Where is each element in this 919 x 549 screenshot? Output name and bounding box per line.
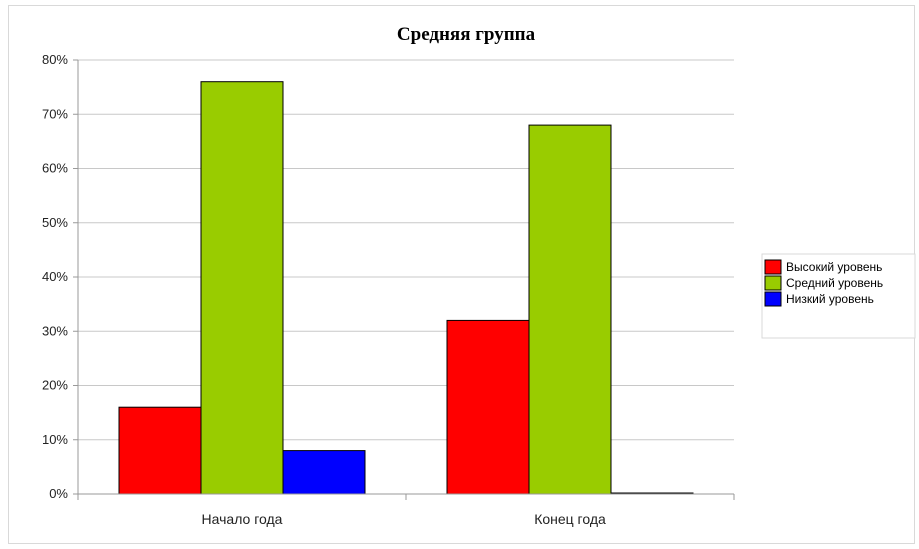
x-axis-labels: Начало года Конец года <box>202 511 606 527</box>
legend-label: Низкий уровень <box>786 292 874 306</box>
y-tick-label: 60% <box>42 161 68 176</box>
bar <box>200 81 284 495</box>
y-tick-label: 40% <box>42 269 68 284</box>
legend-swatch <box>764 275 782 291</box>
y-tick-label: 50% <box>42 215 68 230</box>
bar <box>282 450 366 495</box>
chart-title: Средняя группа <box>397 24 536 45</box>
legend-label: Высокий уровень <box>786 260 882 274</box>
legend-swatch <box>764 291 782 307</box>
y-tick-label: 10% <box>42 432 68 447</box>
legend-box <box>761 253 916 339</box>
legend: Высокий уровень Средний уровень Низкий уро… <box>761 253 916 339</box>
y-tick-label: 70% <box>42 106 68 121</box>
bar <box>446 319 530 495</box>
axes <box>77 60 735 500</box>
legend-swatch <box>764 259 782 275</box>
y-tick-label: 30% <box>42 323 68 338</box>
y-tick-label: 20% <box>42 378 68 393</box>
bar <box>528 124 612 495</box>
bar <box>118 406 202 495</box>
y-tick-label: 0% <box>49 486 68 501</box>
y-axis-ticks: 0% 10% 20% 30% 40% 50% 60% 70% 80% <box>42 52 78 501</box>
legend-label: Средний уровень <box>786 276 883 290</box>
x-category-label: Конец года <box>534 511 606 527</box>
bars <box>118 81 694 495</box>
x-category-label: Начало года <box>202 511 283 527</box>
y-tick-label: 80% <box>42 52 68 67</box>
